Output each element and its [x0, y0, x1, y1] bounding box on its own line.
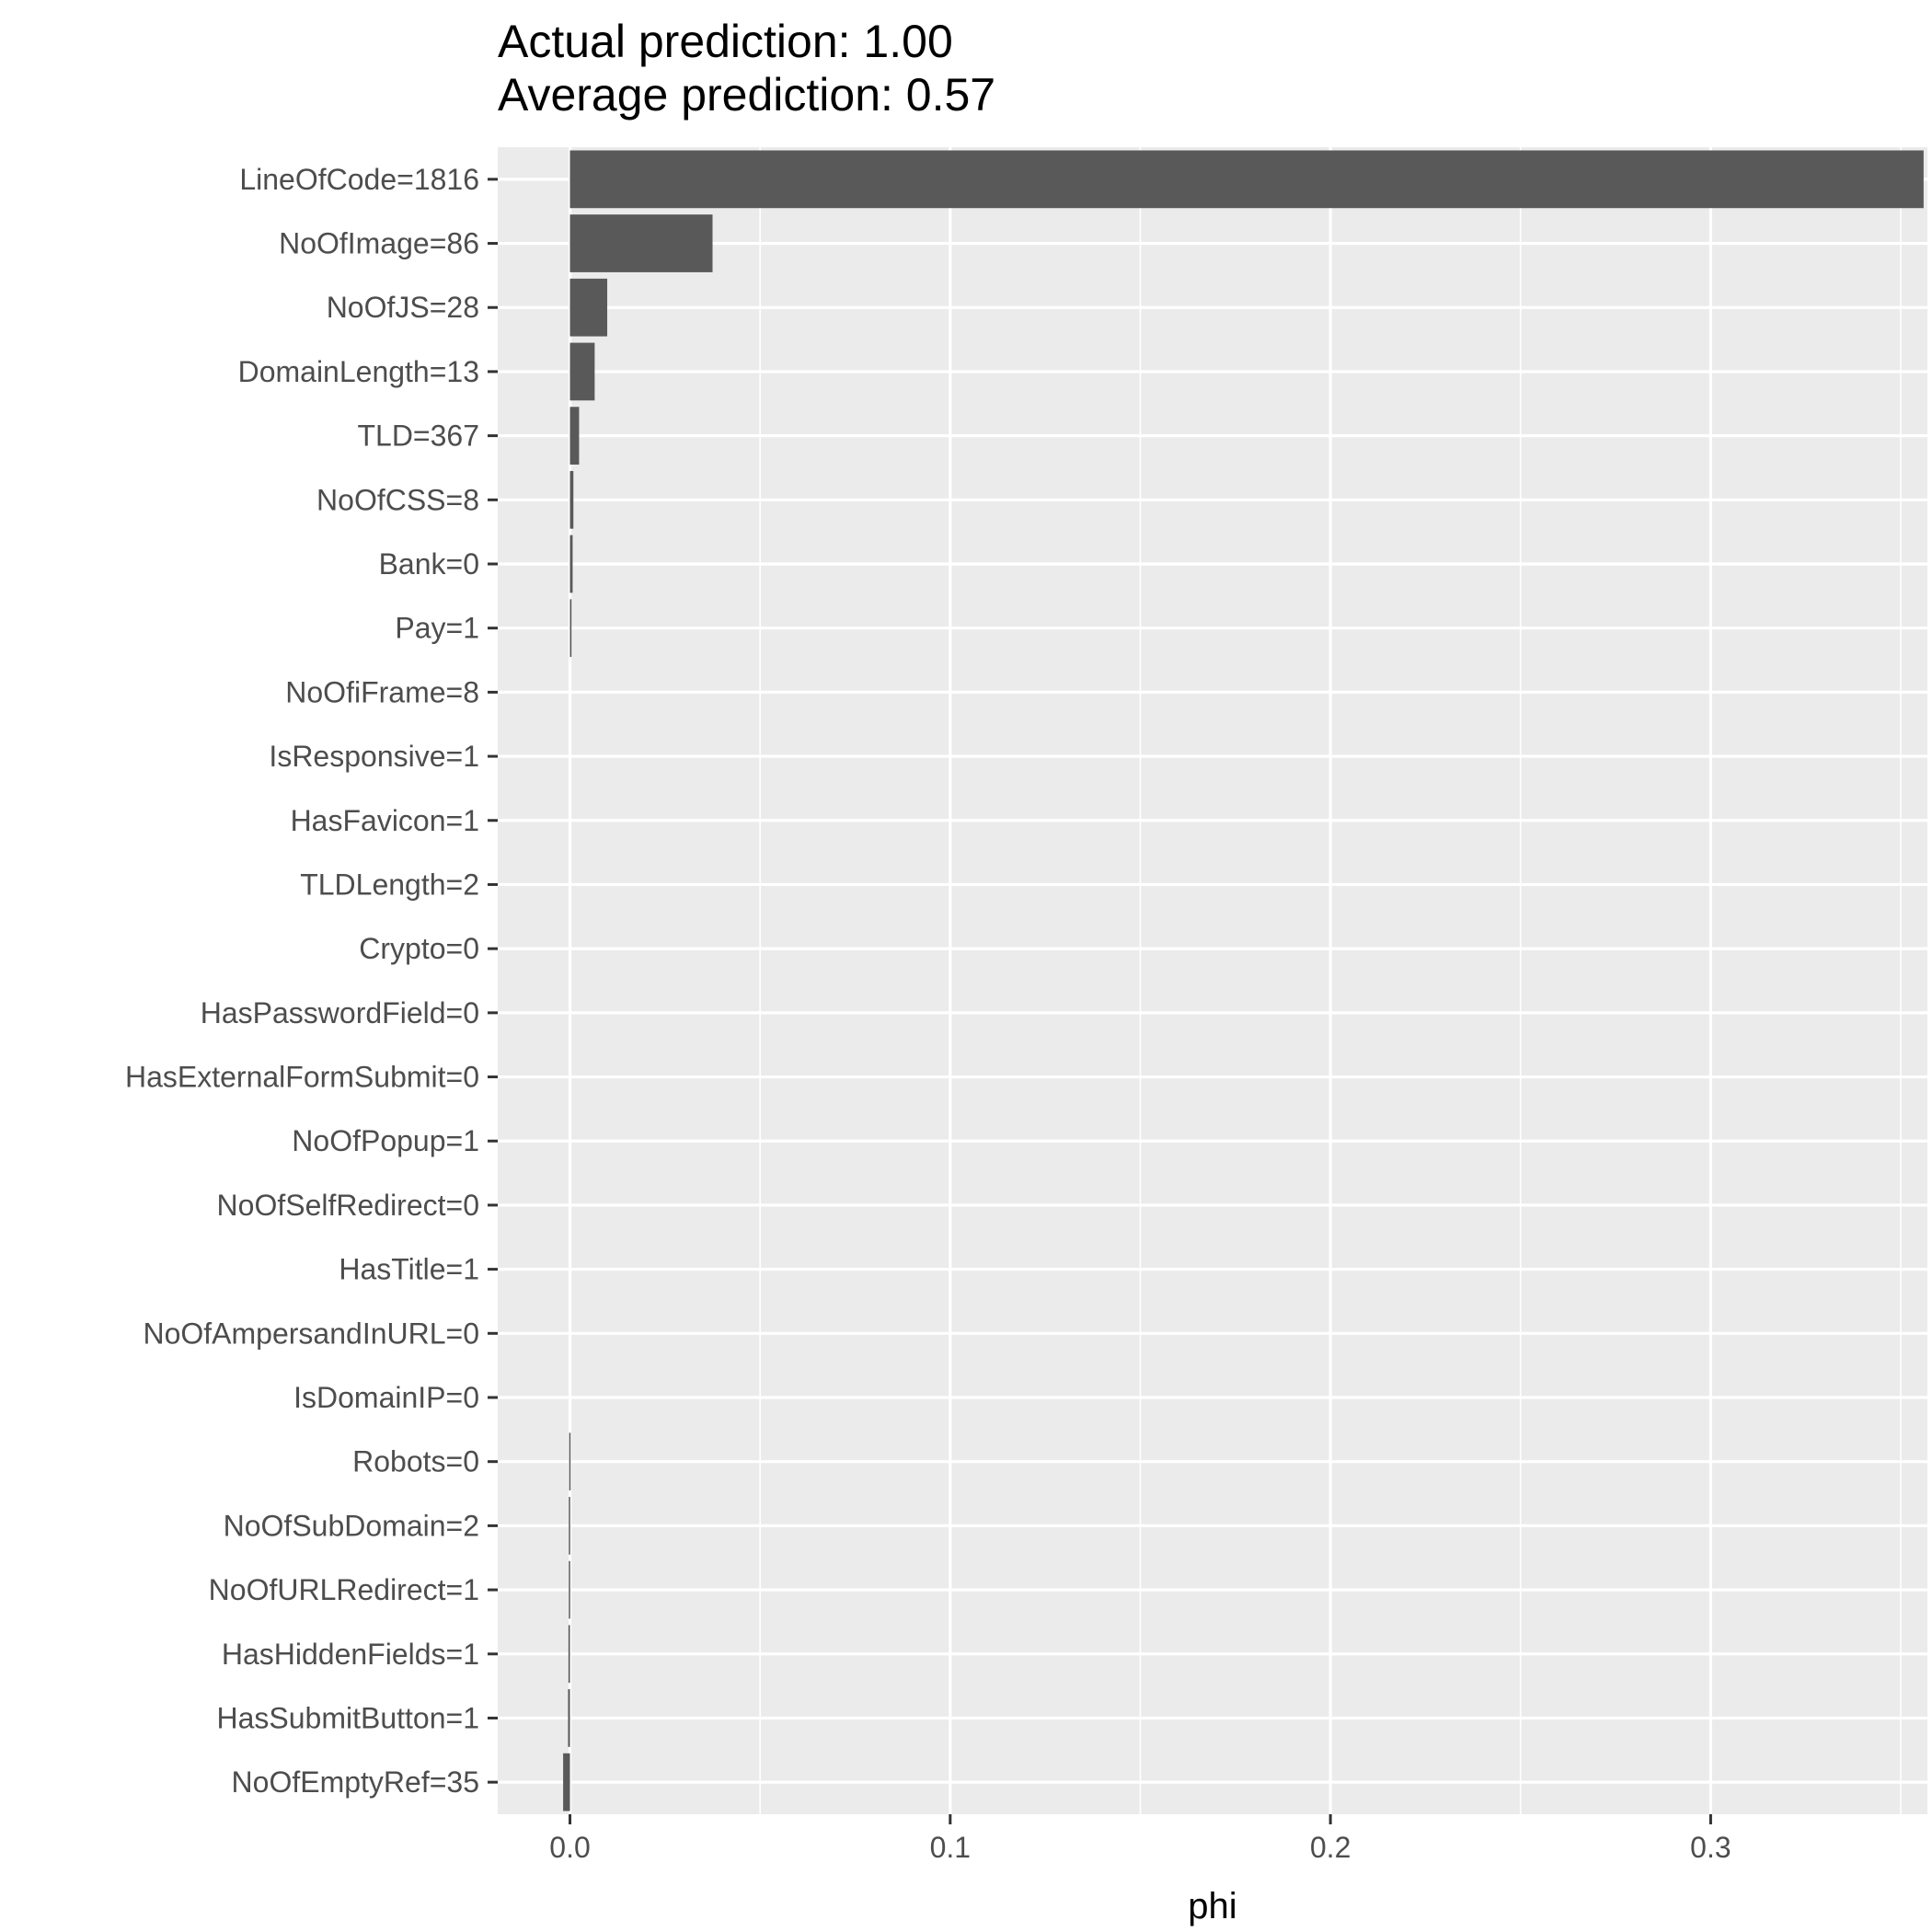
y-tick-label: NoOfCSS=8: [316, 483, 479, 516]
y-tick-label: HasExternalFormSubmit=0: [125, 1061, 479, 1094]
x-tick-label: 0.2: [1310, 1831, 1351, 1864]
chart-title-line-2: Average prediction: 0.57: [498, 69, 995, 121]
bar: [568, 1689, 570, 1747]
y-tick-label: HasHiddenFields=1: [222, 1638, 479, 1671]
y-tick-label: NoOfSubDomain=2: [224, 1509, 479, 1542]
y-tick-label: IsResponsive=1: [269, 740, 479, 773]
y-tick-label: NoOfSelfRedirect=0: [217, 1189, 479, 1222]
y-tick-label: NoOfAmpersandInURL=0: [143, 1317, 479, 1350]
y-tick-label: Robots=0: [352, 1445, 479, 1478]
y-axis: LineOfCode=1816 NoOfImage=86 NoOfJS=28 Doma…: [125, 163, 498, 1799]
bar: [563, 1753, 570, 1811]
bar: [569, 599, 572, 658]
bar: [569, 278, 608, 337]
bar: [569, 1497, 570, 1555]
grid-lines: [498, 147, 1927, 1814]
y-tick-label: HasSubmitButton=1: [217, 1701, 480, 1734]
bar: [569, 150, 1924, 209]
x-axis: 0.0 0.1 0.2 0.3: [549, 1814, 1731, 1864]
bar: [568, 1625, 570, 1684]
y-tick-label: HasFavicon=1: [291, 804, 479, 837]
x-tick-label: 0.1: [930, 1831, 971, 1864]
y-tick-label: DomainLength=13: [238, 355, 479, 388]
bar: [569, 535, 573, 593]
chart-title-line-1: Actual prediction: 1.00: [498, 16, 953, 67]
y-tick-label: TLDLength=2: [300, 868, 479, 901]
y-tick-label: NoOfEmptyRef=35: [232, 1765, 479, 1799]
bar: [569, 470, 574, 529]
x-axis-title: phi: [1188, 1886, 1236, 1926]
y-tick-label: NoOfImage=86: [279, 227, 479, 260]
bars: [563, 150, 1924, 1811]
bar: [569, 214, 713, 272]
y-tick-label: LineOfCode=1816: [239, 163, 479, 196]
bar: [569, 342, 595, 401]
y-tick-label: IsDomainIP=0: [293, 1381, 479, 1414]
bar: [569, 1432, 571, 1491]
x-tick-label: 0.0: [549, 1831, 590, 1864]
plot-panel: [498, 147, 1927, 1814]
bar: [569, 407, 580, 465]
y-tick-label: TLD=367: [357, 420, 479, 453]
y-tick-label: NoOfiFrame=8: [285, 675, 479, 708]
y-tick-label: Pay=1: [395, 612, 479, 645]
y-tick-label: NoOfPopup=1: [292, 1124, 479, 1157]
y-tick-label: NoOfURLRedirect=1: [209, 1573, 479, 1606]
x-tick-label: 0.3: [1690, 1831, 1731, 1864]
y-tick-label: HasTitle=1: [339, 1253, 479, 1286]
y-tick-label: Bank=0: [379, 547, 479, 581]
y-tick-label: HasPasswordField=0: [201, 996, 479, 1029]
y-tick-label: NoOfJS=28: [327, 291, 479, 324]
bar: [569, 1560, 570, 1619]
y-tick-label: Crypto=0: [359, 932, 479, 965]
